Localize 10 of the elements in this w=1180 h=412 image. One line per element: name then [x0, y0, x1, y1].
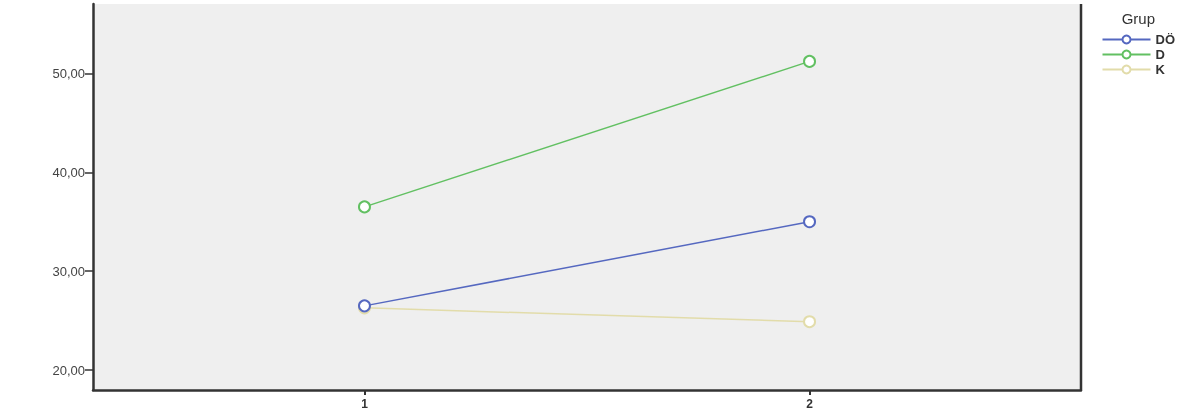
legend-label: K — [1155, 62, 1166, 77]
y-tick-label: 40,00 — [52, 164, 85, 180]
x-tick-label: 2 — [806, 397, 814, 411]
legend-title: Grup — [1121, 10, 1156, 27]
legend-label: D — [1155, 47, 1165, 62]
x-tick-label: 1 — [361, 397, 369, 411]
legend-label: DÖ — [1155, 32, 1175, 47]
y-tick-label: 50,00 — [52, 65, 85, 81]
y-tick-label: 20,00 — [52, 362, 85, 378]
y-tick-label: 30,00 — [52, 263, 85, 279]
